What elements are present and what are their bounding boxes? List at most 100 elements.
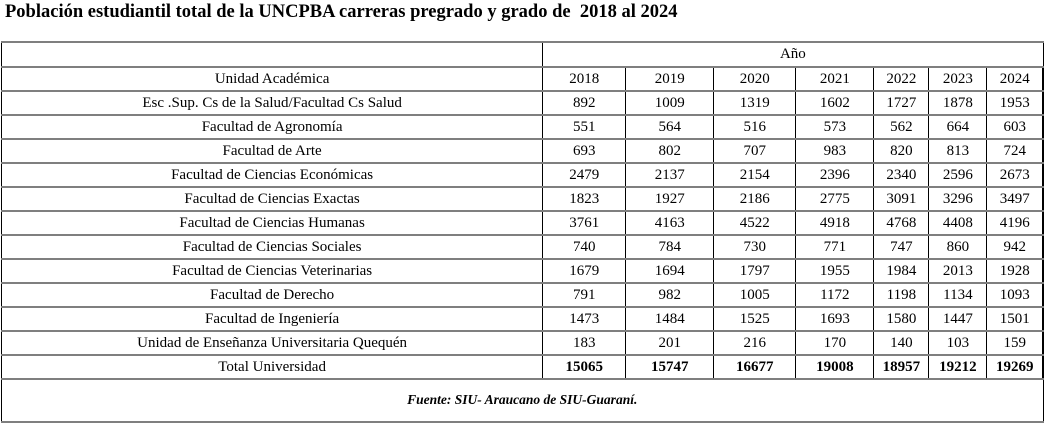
unit-cell: Facultad de Ingeniería: [0, 306, 544, 332]
year-header-2022: 2022: [873, 66, 930, 92]
value-cell: 1679: [542, 258, 627, 284]
unit-cell: Facultad de Ciencias Veterinarias: [0, 258, 544, 284]
value-cell: 1172: [795, 282, 875, 308]
table-row: Facultad de Ingeniería 1473 1484 1525 1693 15…: [0, 306, 1045, 332]
value-cell: 3091: [873, 186, 930, 212]
student-population-table: Año Unidad Académica 2018 2019 2020 2021 202…: [0, 41, 1045, 423]
value-cell: 4408: [928, 210, 988, 236]
value-cell: 1694: [625, 258, 715, 284]
value-cell: 724: [986, 138, 1045, 164]
unit-cell: Facultad de Arte: [0, 138, 544, 164]
year-header-2019: 2019: [625, 66, 715, 92]
unit-cell: Facultad de Ciencias Humanas: [0, 210, 544, 236]
value-cell: 3497: [986, 186, 1045, 212]
value-cell: 2673: [986, 162, 1045, 188]
value-cell: 2137: [625, 162, 715, 188]
value-cell: 1484: [625, 306, 715, 332]
value-cell: 693: [542, 138, 627, 164]
value-cell: 159: [986, 330, 1045, 356]
value-cell: 4163: [625, 210, 715, 236]
value-cell: 802: [625, 138, 715, 164]
unit-cell: Facultad de Agronomía: [0, 114, 544, 140]
value-cell: 170: [795, 330, 875, 356]
value-cell: 860: [928, 234, 988, 260]
table-row: Facultad de Arte 693 802 707 983 820 813 724: [0, 138, 1045, 164]
value-cell: 983: [795, 138, 875, 164]
source-note: Fuente: SIU- Araucano de SIU-Guaraní.: [407, 392, 638, 407]
value-cell: 19269: [986, 354, 1045, 380]
value-cell: 1693: [795, 306, 875, 332]
table-row: Facultad de Ciencias Sociales 740 784 730 77…: [0, 234, 1045, 260]
value-cell: 3761: [542, 210, 627, 236]
value-cell: 747: [873, 234, 930, 260]
value-cell: 4918: [795, 210, 875, 236]
value-cell: 1580: [873, 306, 930, 332]
table-row: Facultad de Agronomía 551 564 516 573 562 664 6…: [0, 114, 1045, 140]
value-cell: 19212: [928, 354, 988, 380]
table-row: Facultad de Ciencias Veterinarias 1679 169…: [0, 258, 1045, 284]
value-cell: 664: [928, 114, 988, 140]
value-cell: 140: [873, 330, 930, 356]
unit-cell: Unidad de Enseñanza Universitaria Quequé…: [0, 330, 544, 356]
value-cell: 516: [713, 114, 797, 140]
value-cell: 1198: [873, 282, 930, 308]
table-body: Esc .Sup. Cs de la Salud/Facultad Cs Sal…: [0, 90, 1045, 380]
year-header-2020: 2020: [713, 66, 797, 92]
year-header-row: Unidad Académica 2018 2019 2020 2021 2022 202…: [0, 66, 1045, 92]
value-cell: 2186: [713, 186, 797, 212]
value-cell: 2340: [873, 162, 930, 188]
value-cell: 1927: [625, 186, 715, 212]
source-row: Fuente: SIU- Araucano de SIU-Guaraní.: [1, 378, 1044, 423]
value-cell: 2596: [928, 162, 988, 188]
value-cell: 1319: [713, 90, 797, 116]
value-cell: 3296: [928, 186, 988, 212]
value-cell: 784: [625, 234, 715, 260]
value-cell: 892: [542, 90, 627, 116]
value-cell: 1093: [986, 282, 1045, 308]
value-cell: 791: [542, 282, 627, 308]
unit-cell: Facultad de Ciencias Sociales: [0, 234, 544, 260]
total-row: Total Universidad 15065 15747 16677 19008 189…: [0, 354, 1045, 380]
year-header-2023: 2023: [928, 66, 988, 92]
year-header-2021: 2021: [795, 66, 875, 92]
value-cell: 2013: [928, 258, 988, 284]
value-cell: 1005: [713, 282, 797, 308]
value-cell: 1797: [713, 258, 797, 284]
value-cell: 1878: [928, 90, 988, 116]
value-cell: 103: [928, 330, 988, 356]
value-cell: 573: [795, 114, 875, 140]
value-cell: 707: [713, 138, 797, 164]
table-row: Facultad de Ciencias Humanas 3761 4163 4522…: [0, 210, 1045, 236]
value-cell: 730: [713, 234, 797, 260]
value-cell: 1134: [928, 282, 988, 308]
table-row: Esc .Sup. Cs de la Salud/Facultad Cs Sal…: [0, 90, 1045, 116]
unit-cell: Esc .Sup. Cs de la Salud/Facultad Cs Sal…: [0, 90, 544, 116]
value-cell: 16677: [713, 354, 797, 380]
year-group-header: Año: [542, 41, 1044, 68]
table-row: Facultad de Ciencias Económicas 2479 2137 2…: [0, 162, 1045, 188]
value-cell: 1473: [542, 306, 627, 332]
value-cell: 1955: [795, 258, 875, 284]
value-cell: 1501: [986, 306, 1045, 332]
value-cell: 1447: [928, 306, 988, 332]
value-cell: 201: [625, 330, 715, 356]
value-cell: 1984: [873, 258, 930, 284]
value-cell: 19008: [795, 354, 875, 380]
corner-empty-cell: [0, 41, 544, 68]
value-cell: 1009: [625, 90, 715, 116]
value-cell: 2154: [713, 162, 797, 188]
value-cell: 1928: [986, 258, 1045, 284]
year-header-2024: 2024: [986, 66, 1045, 92]
value-cell: 183: [542, 330, 627, 356]
unit-cell: Facultad de Derecho: [0, 282, 544, 308]
total-label-cell: Total Universidad: [0, 354, 544, 380]
value-cell: 18957: [873, 354, 930, 380]
value-cell: 1602: [795, 90, 875, 116]
value-cell: 603: [986, 114, 1045, 140]
value-cell: 4196: [986, 210, 1045, 236]
table-row: Facultad de Derecho 791 982 1005 1172 1198 113…: [0, 282, 1045, 308]
unit-cell: Facultad de Ciencias Económicas: [0, 162, 544, 188]
value-cell: 564: [625, 114, 715, 140]
value-cell: 2775: [795, 186, 875, 212]
